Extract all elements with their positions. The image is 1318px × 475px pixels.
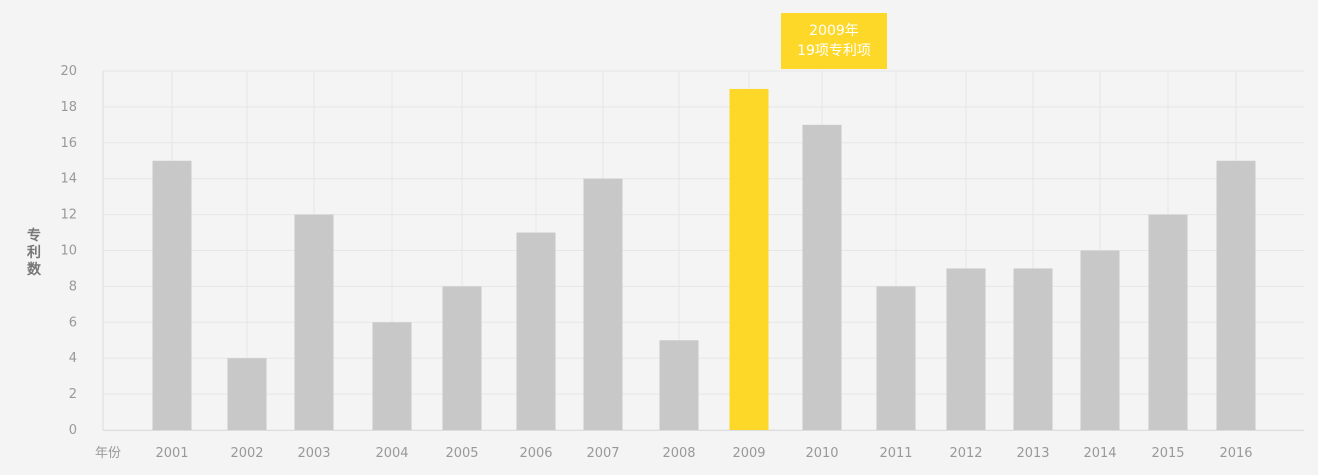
x-tick-label: 2005 xyxy=(445,446,478,461)
bar-2013[interactable] xyxy=(1013,268,1053,430)
x-tick-label: 2014 xyxy=(1083,446,1116,461)
bar-2006[interactable] xyxy=(516,232,556,430)
x-tick-label: 2016 xyxy=(1219,446,1252,461)
bar-2003[interactable] xyxy=(294,214,334,430)
x-axis-title: 年份 xyxy=(95,446,121,461)
y-tick-label: 4 xyxy=(69,351,77,366)
bar-2009[interactable] xyxy=(729,88,769,430)
x-tick-label: 2012 xyxy=(949,446,982,461)
y-tick-label: 2 xyxy=(69,387,77,402)
y-tick-label: 10 xyxy=(60,244,77,259)
x-tick-label: 2007 xyxy=(586,446,619,461)
bar-2001[interactable] xyxy=(152,160,192,430)
x-tick-label: 2009 xyxy=(732,446,765,461)
tooltip-value: 19项专利项 xyxy=(797,43,871,59)
x-tick-label: 2010 xyxy=(805,446,838,461)
y-tick-label: 14 xyxy=(60,172,77,187)
x-tick-label: 2001 xyxy=(155,446,188,461)
y-tick-label: 20 xyxy=(60,64,77,79)
bars-group xyxy=(152,88,1256,431)
y-axis-title-char: 利 xyxy=(27,245,41,261)
bar-2016[interactable] xyxy=(1216,160,1256,430)
x-tick-label: 2006 xyxy=(519,446,552,461)
y-axis-title-char: 专 xyxy=(27,228,41,244)
bar-2004[interactable] xyxy=(372,322,412,430)
bar-2015[interactable] xyxy=(1148,214,1188,430)
bar-2005[interactable] xyxy=(442,286,482,430)
bar-2008[interactable] xyxy=(659,340,699,430)
highlight-tooltip: 2009年 19项专利项 xyxy=(781,13,887,69)
x-tick-label: 2015 xyxy=(1151,446,1184,461)
x-tick-label: 2008 xyxy=(662,446,695,461)
bar-2014[interactable] xyxy=(1080,250,1120,431)
x-tick-label: 2003 xyxy=(297,446,330,461)
x-tick-label: 2002 xyxy=(230,446,263,461)
y-tick-label: 8 xyxy=(69,279,77,294)
bar-2011[interactable] xyxy=(876,286,916,430)
x-tick-label: 2013 xyxy=(1016,446,1049,461)
tooltip-year: 2009年 xyxy=(809,23,859,39)
y-axis-ticks: 0 2 4 6 8 10 12 14 16 18 20 xyxy=(60,64,77,438)
y-tick-label: 16 xyxy=(60,136,77,151)
y-tick-label: 18 xyxy=(60,100,77,115)
x-tick-label: 2004 xyxy=(375,446,408,461)
y-tick-label: 12 xyxy=(60,208,77,223)
x-tick-label: 2011 xyxy=(879,446,912,461)
bar-2007[interactable] xyxy=(583,178,623,430)
y-tick-label: 6 xyxy=(69,315,77,330)
x-axis-ticks: 2001 2002 2003 2004 2005 2006 2007 2008 2009 2010… xyxy=(155,446,1252,461)
y-axis-title: 专利数 xyxy=(24,228,44,279)
bar-2012[interactable] xyxy=(946,268,986,430)
y-tick-label: 0 xyxy=(69,423,77,438)
bar-2002[interactable] xyxy=(227,358,267,430)
bar-2010[interactable] xyxy=(802,124,842,430)
y-axis-title-char: 数 xyxy=(27,262,41,278)
grid-lines xyxy=(102,70,1304,431)
